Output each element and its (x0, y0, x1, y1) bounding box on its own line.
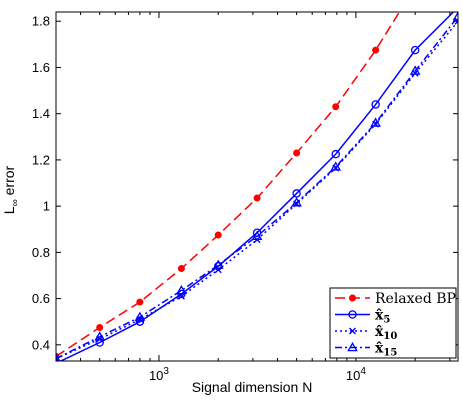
data-point (410, 45, 420, 55)
series-line (56, 16, 458, 360)
series-clip-group (56, 4, 461, 361)
data-point (135, 317, 145, 326)
series-line (56, 12, 401, 358)
x-axis-title: Signal dimension N (192, 379, 313, 395)
data-point (177, 265, 185, 273)
y-tick-label: 0.6 (32, 291, 50, 306)
data-point (370, 117, 381, 127)
legend-label: x̂10 (375, 324, 397, 342)
data-point (251, 230, 263, 240)
data-point (332, 103, 340, 111)
x-tick-label: 103 (149, 366, 169, 383)
data-point (349, 327, 356, 335)
series-line (56, 20, 458, 360)
series-x-15 (56, 12, 458, 361)
data-point (291, 197, 302, 207)
y-tick-label: 1.6 (32, 60, 50, 75)
y-tick-label: 0.8 (32, 245, 50, 260)
data-point (94, 331, 106, 341)
x-tick-label: 104 (346, 366, 366, 383)
data-point (292, 189, 301, 198)
data-point (253, 194, 261, 202)
data-point (176, 284, 187, 295)
y-axis-title-subscript: ∞ (10, 199, 21, 206)
data-point (348, 310, 357, 319)
data-point (452, 12, 458, 21)
y-tick-label: 1.4 (32, 106, 50, 121)
y-axis-title: L∞ error (1, 165, 21, 214)
y-tick-label: 0.4 (32, 337, 50, 352)
data-point (330, 161, 342, 171)
y-tick-label: 1 (43, 199, 50, 214)
data-point (293, 149, 301, 157)
data-point (56, 353, 61, 361)
y-axis-title-main: L (1, 206, 17, 214)
data-point (349, 294, 356, 302)
series-layer (56, 4, 461, 361)
data-point (371, 100, 380, 109)
data-point (214, 231, 222, 239)
legend-label: x̂5 (375, 308, 390, 326)
y-tick-label: 1.2 (32, 152, 50, 167)
y-axis-title-rest: error (1, 165, 17, 199)
ticks-layer: 0.4 0.6 0.8 1 1.2 1.4 1.6 1.8 103 104 (32, 12, 458, 383)
data-point (409, 65, 421, 75)
y-tick-label: 1.8 (32, 14, 50, 29)
data-point (372, 46, 380, 54)
plot-frame (55, 11, 459, 362)
legend-label: Relaxed BP (375, 291, 456, 307)
data-point (136, 298, 144, 306)
data-point (347, 341, 358, 352)
legend: Relaxed BPx̂5x̂10x̂15 (329, 287, 457, 359)
data-point (134, 311, 146, 321)
data-point (331, 149, 340, 159)
data-point (212, 259, 224, 269)
data-point (96, 323, 104, 331)
legend-label: x̂15 (375, 341, 397, 359)
data-point (454, 4, 461, 11)
